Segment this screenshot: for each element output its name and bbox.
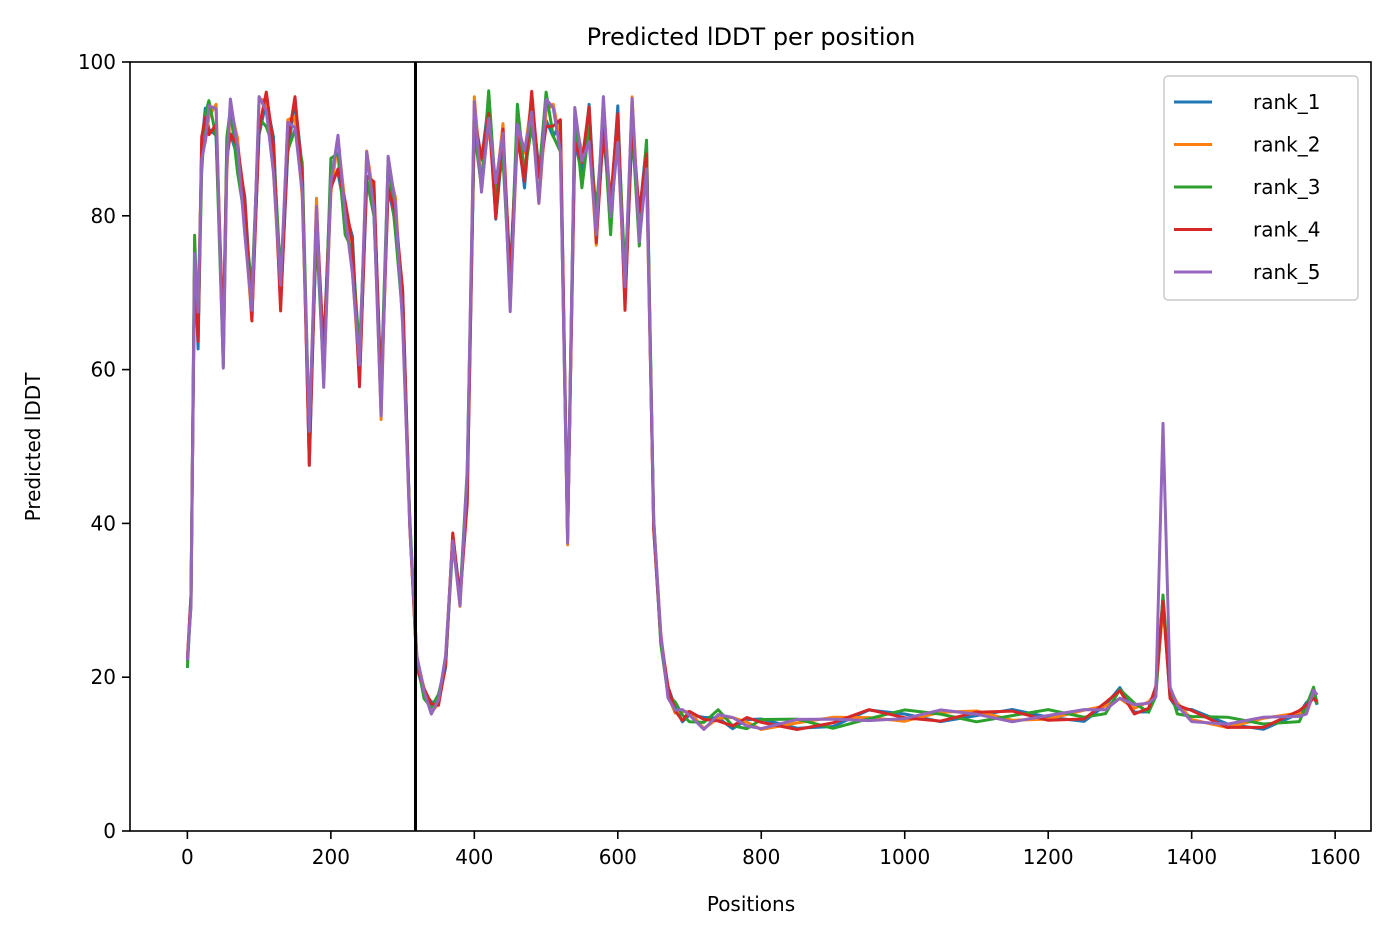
legend-box: [1163, 75, 1359, 301]
x-tick-label: 1600: [1310, 845, 1361, 869]
y-tick-label: 60: [91, 358, 116, 382]
series-line-rank-4: [185, 89, 1319, 731]
y-tick-label: 20: [91, 665, 116, 689]
x-axis-title: Positions: [707, 892, 795, 916]
chart-title: Predicted lDDT per position: [587, 23, 916, 51]
y-tick-label: 0: [103, 819, 116, 843]
y-tick-label: 80: [91, 204, 116, 228]
axes: 0 200 400 600 800 1000 1200 1400 1600 0 20 40 60 80 10…: [78, 50, 1372, 869]
plot-area: [185, 62, 1319, 831]
x-tick-label: 1000: [879, 845, 930, 869]
series-line-rank-3: [185, 89, 1319, 731]
y-axis-title: Predicted lDDT: [21, 372, 45, 522]
x-tick-label: 600: [599, 845, 637, 869]
y-tick-label: 40: [91, 511, 116, 535]
x-tick-label: 0: [181, 845, 194, 869]
legend-label-rank-4: rank_4: [1253, 218, 1320, 242]
series-line-rank-5: [185, 95, 1319, 731]
x-tick-label: 200: [312, 845, 350, 869]
legend-label-rank-2: rank_2: [1253, 133, 1320, 157]
legend-label-rank-3: rank_3: [1253, 175, 1320, 199]
series-line-rank-1: [185, 98, 1319, 731]
x-tick-label: 1400: [1166, 845, 1217, 869]
plot-frame: [129, 61, 1372, 832]
x-tick-label: 1200: [1023, 845, 1074, 869]
legend: rank_1 rank_2 rank_3 rank_4 rank_5: [1163, 75, 1359, 301]
legend-label-rank-5: rank_5: [1253, 260, 1320, 284]
x-tick-label: 800: [742, 845, 780, 869]
y-tick-label: 100: [78, 50, 116, 74]
legend-label-rank-1: rank_1: [1253, 90, 1320, 114]
series-line-rank-2: [185, 95, 1318, 731]
x-tick-label: 400: [455, 845, 493, 869]
